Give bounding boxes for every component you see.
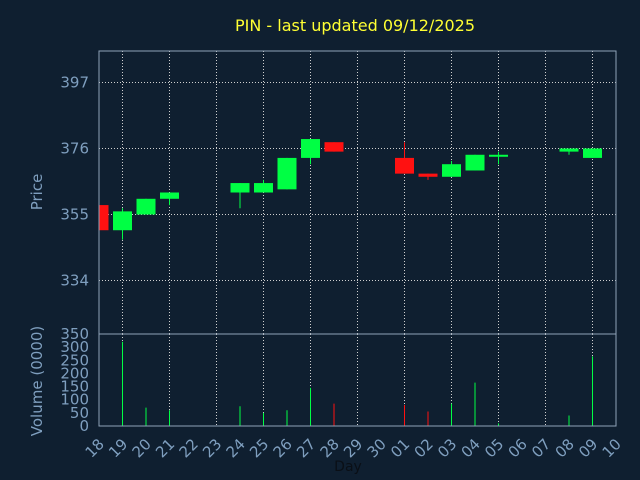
x-axis-ticks: 1819202122232425262728293001020304050607… [82,435,625,461]
candle-body [113,211,132,231]
volume-tick-label: 0 [79,417,89,435]
price-axis-ticks: 334 355 376 397 [60,73,89,289]
candle-body [230,183,250,193]
candle-body [465,154,485,171]
chart-title: PIN - last updated 09/12/2025 [235,16,475,35]
price-tick-label: 397 [60,73,89,91]
volume-tick-label: 250 [60,351,89,369]
candle-body [395,157,414,174]
x-axis-label: Day [334,459,362,475]
candle-body [301,139,320,158]
volume-tick-label: 150 [60,378,89,396]
volume-tick-label: 200 [60,364,89,382]
candle-body [136,198,156,215]
price-tick-label: 376 [60,139,89,157]
candle-body [324,142,344,152]
volume-bars [122,341,593,426]
candle-body [489,154,508,157]
candle-body [418,173,438,177]
price-tick-label: 334 [60,272,89,290]
volume-tick-label: 300 [60,338,89,356]
volume-panel-frame [98,333,617,427]
volume-axis-label: Volume (0000) [28,326,46,436]
candle-body [99,205,109,231]
candle-body [442,164,461,177]
volume-tick-label: 50 [70,404,89,422]
volume-tick-label: 350 [60,325,89,343]
price-tick-label: 355 [60,206,89,224]
volume-tick-label: 100 [60,391,89,409]
candle-body [559,148,579,152]
price-axis-label: Price [28,174,46,211]
candle-body [277,157,297,190]
candle-body [160,192,179,199]
candle-body [254,183,273,193]
candle-body [583,148,602,158]
